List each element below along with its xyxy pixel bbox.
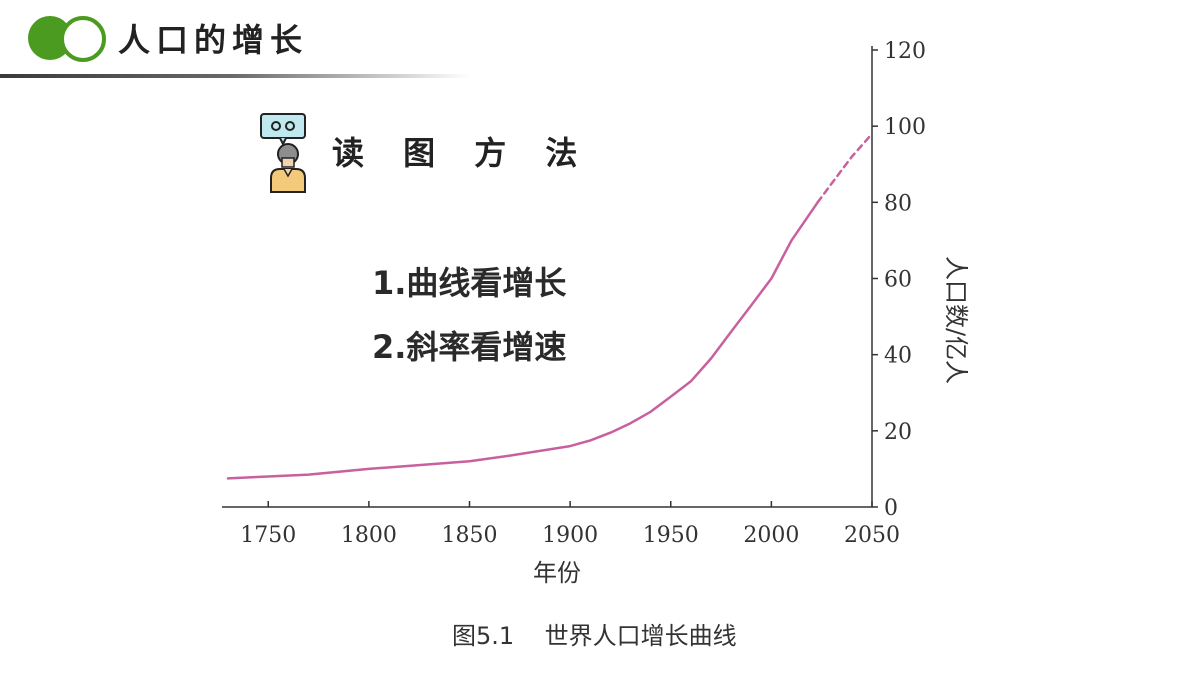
x-axis-label: 年份 xyxy=(533,559,581,587)
x-tick-label: 1850 xyxy=(442,523,498,548)
reading-tip-2: 2.斜率看增速 xyxy=(372,328,567,366)
y-axis-label: 人口数/亿人 xyxy=(942,256,970,384)
y-tick-label: 40 xyxy=(884,344,912,369)
x-tick-label: 1800 xyxy=(341,523,397,548)
slide-header: 人口的增长 xyxy=(0,0,1200,80)
population-line xyxy=(226,201,819,480)
chart-axes xyxy=(222,46,873,508)
slide-title: 人口的增长 xyxy=(118,21,309,59)
x-tick-label: 1950 xyxy=(643,523,699,548)
y-tick-label: 120 xyxy=(884,39,926,64)
y-tick-label: 20 xyxy=(884,420,912,445)
y-tick-label: 100 xyxy=(884,115,926,140)
x-tick-label: 2050 xyxy=(844,523,900,548)
figure-caption: 图5.1 世界人口增长曲线 xyxy=(452,622,737,650)
method-title: 读 图 方 法 xyxy=(332,134,592,172)
x-tick-label: 1900 xyxy=(542,523,598,548)
x-tick-label: 1750 xyxy=(240,523,296,548)
projection-line xyxy=(816,132,874,204)
reading-tip-1: 1.曲线看增长 xyxy=(372,264,567,302)
speaking-person-icon xyxy=(260,113,306,193)
y-tick-label: 0 xyxy=(884,496,898,521)
y-tick-label: 60 xyxy=(884,268,912,293)
y-tick-label: 80 xyxy=(884,191,912,216)
x-tick-label: 2000 xyxy=(743,523,799,548)
chart-lines xyxy=(226,132,874,480)
header-divider xyxy=(0,74,470,78)
green-ring-icon xyxy=(60,16,106,62)
